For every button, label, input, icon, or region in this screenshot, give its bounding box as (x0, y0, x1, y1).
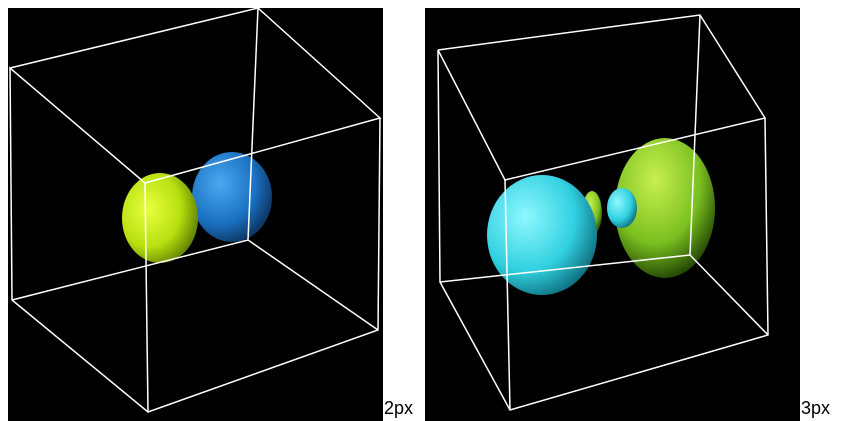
cube-wireframe (9, 8, 382, 413)
figure-label: 3px (801, 398, 831, 418)
figure-label: 2px (384, 398, 414, 418)
cube-wireframe (437, 14, 769, 411)
lobe (192, 152, 272, 242)
lobe (607, 188, 637, 228)
orbital-image (425, 8, 800, 421)
lobe (487, 175, 597, 295)
lobe (122, 173, 198, 263)
orbital-image (8, 8, 383, 421)
